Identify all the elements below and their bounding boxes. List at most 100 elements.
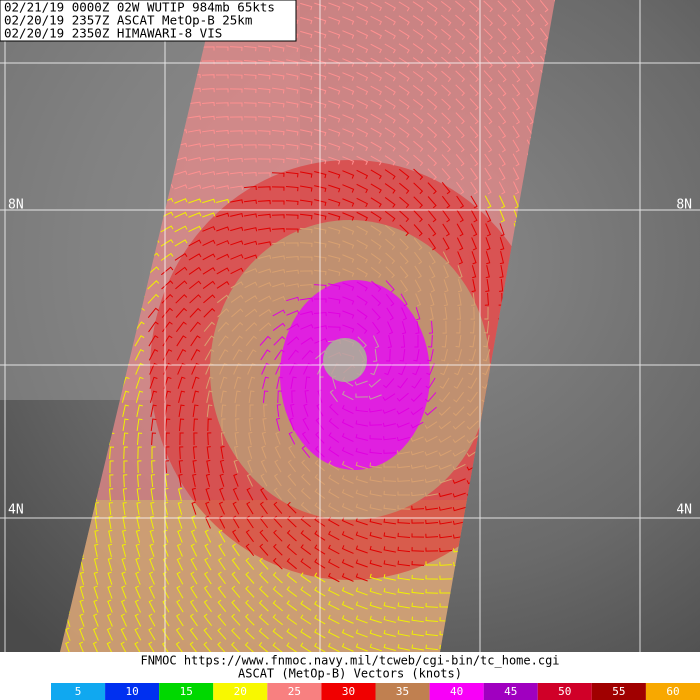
wind-barb — [314, 600, 326, 611]
wind-barb — [79, 627, 85, 641]
wind-barb — [232, 501, 240, 515]
wind-barb — [456, 320, 461, 334]
wind-barb — [370, 363, 379, 376]
wind-barb — [328, 432, 340, 443]
wind-barb — [412, 98, 424, 110]
wind-barb — [135, 390, 144, 403]
wind-barb — [218, 543, 226, 557]
wind-barb — [328, 283, 341, 290]
wind-barb — [150, 501, 155, 515]
wind-barb — [439, 520, 453, 525]
wind-barb — [341, 531, 354, 540]
wind-barb — [300, 628, 312, 639]
wind-barb — [147, 307, 159, 318]
wind-barb — [370, 43, 382, 54]
wind-barb — [369, 504, 382, 511]
wind-barb — [356, 239, 368, 250]
wind-barb — [215, 157, 229, 162]
wind-barb — [216, 198, 230, 204]
colorbar-swatch — [537, 683, 592, 700]
wind-barb — [371, 280, 382, 292]
wind-barb — [176, 613, 184, 627]
wind-barb — [303, 403, 309, 417]
wind-barb — [342, 338, 355, 347]
wind-barb — [257, 59, 271, 66]
wind-barb — [328, 226, 341, 235]
wind-barb — [440, 0, 452, 12]
wind-barb — [314, 114, 327, 123]
wind-barb — [203, 294, 216, 304]
wind-barb — [469, 139, 479, 153]
wind-barb — [455, 334, 462, 348]
wind-barb — [370, 99, 382, 110]
wind-barb — [286, 115, 299, 122]
wind-barb — [468, 363, 477, 376]
wind-barb — [257, 73, 271, 80]
wind-barb — [175, 627, 184, 641]
wind-barb — [271, 200, 285, 205]
wind-barb — [244, 281, 258, 289]
wind-barb — [244, 268, 258, 274]
wind-barb — [370, 15, 383, 26]
wind-barb — [314, 227, 327, 234]
wind-barb — [455, 112, 465, 125]
wind-barb — [328, 240, 341, 249]
wind-barb — [383, 436, 397, 441]
wind-barb — [122, 488, 128, 502]
wind-barb — [401, 321, 407, 335]
wind-barb — [526, 97, 534, 111]
wind-barb — [412, 43, 424, 54]
wind-barb — [398, 113, 410, 124]
wind-barb — [484, 306, 489, 320]
wind-barb — [483, 125, 493, 139]
wind-barb — [370, 253, 382, 264]
wind-barb — [466, 434, 480, 444]
wind-barb — [151, 432, 157, 446]
wind-barb — [411, 478, 425, 483]
wind-barb — [413, 126, 424, 138]
wind-barb — [398, 57, 410, 68]
wind-barb — [189, 321, 201, 333]
wind-barb — [413, 168, 424, 181]
wind-barb — [438, 492, 452, 498]
wind-barb — [286, 600, 298, 611]
wind-barb — [328, 16, 341, 25]
wind-barb — [134, 613, 142, 627]
wind-barb — [219, 459, 225, 473]
wind-barb — [271, 241, 285, 246]
wind-barb — [424, 478, 438, 484]
wind-barb — [356, 309, 368, 320]
wind-barb — [149, 376, 158, 389]
wind-barb — [328, 86, 341, 95]
wind-barb — [188, 198, 202, 204]
wind-barb — [300, 171, 313, 178]
wind-barb — [469, 335, 476, 348]
wind-barb — [355, 420, 368, 427]
wind-barb — [470, 153, 479, 167]
wind-barb — [300, 143, 313, 150]
wind-barb — [286, 529, 297, 542]
wind-barb — [469, 126, 479, 139]
wind-barb — [189, 307, 202, 318]
wind-barb — [328, 446, 340, 457]
wind-barb — [148, 585, 156, 599]
wind-barb — [428, 320, 434, 334]
wind-barb — [328, 212, 341, 221]
wind-barb — [441, 42, 452, 54]
wind-barb — [441, 334, 448, 348]
wind-barb — [469, 84, 479, 97]
wind-barb — [341, 545, 354, 554]
wind-barb — [369, 587, 382, 596]
wind-barb — [301, 473, 311, 486]
wind-barb — [425, 575, 439, 580]
wind-barb — [206, 404, 213, 418]
wind-barb — [342, 282, 355, 291]
wind-barb — [202, 280, 216, 289]
wind-barb — [151, 446, 156, 460]
wind-barb — [485, 278, 490, 292]
wind-barb — [415, 307, 421, 321]
wind-barb — [397, 464, 411, 469]
wind-barb — [244, 627, 255, 640]
wind-barb — [399, 196, 410, 208]
wind-barb — [499, 278, 504, 292]
